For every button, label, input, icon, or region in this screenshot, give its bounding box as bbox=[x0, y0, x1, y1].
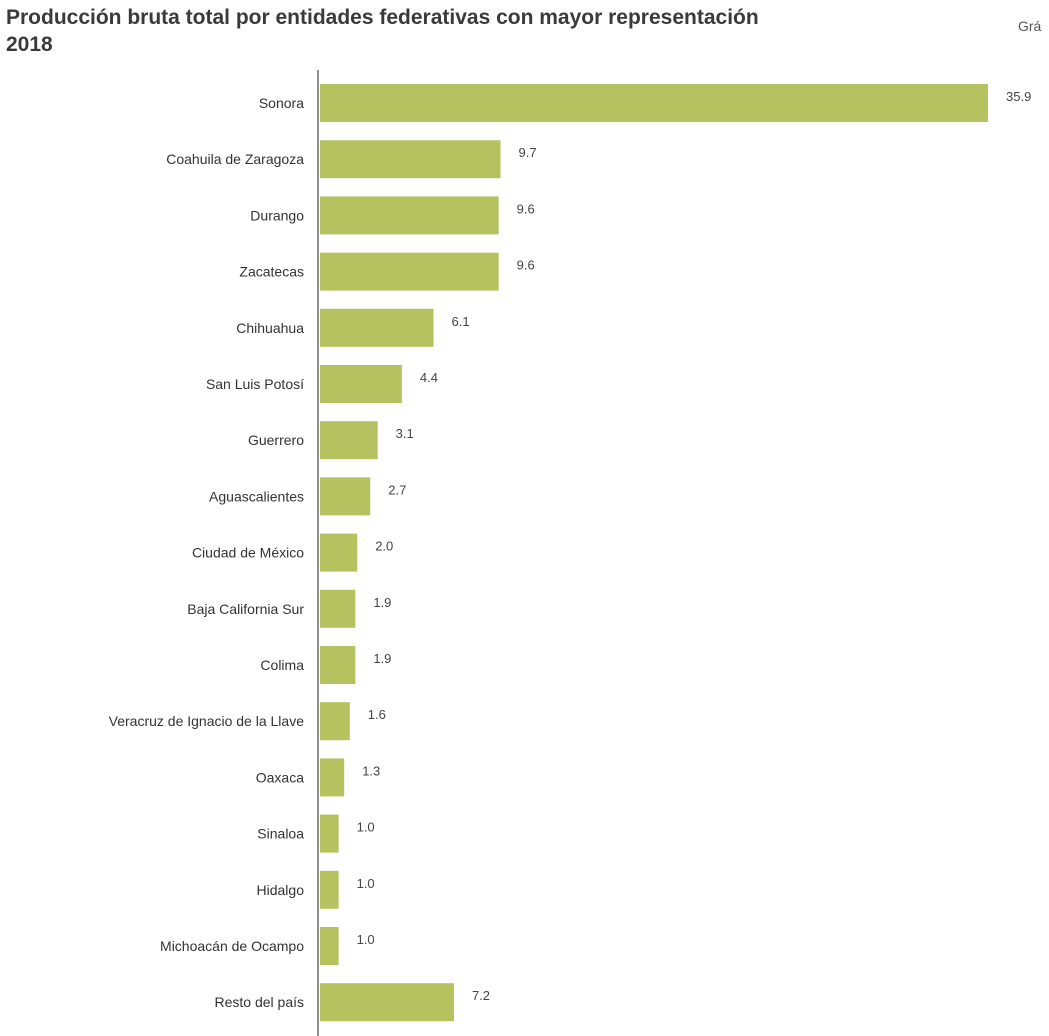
bar bbox=[320, 421, 378, 460]
bar bbox=[320, 646, 356, 684]
value-label: 1.0 bbox=[357, 932, 375, 947]
value-label: 9.7 bbox=[518, 145, 536, 160]
value-label: 9.6 bbox=[517, 258, 535, 273]
bar bbox=[320, 140, 501, 179]
value-label: 2.0 bbox=[375, 539, 393, 554]
category-label: Aguascalientes bbox=[209, 488, 304, 504]
bar bbox=[320, 533, 358, 572]
bar bbox=[320, 477, 371, 516]
value-label: 6.1 bbox=[452, 314, 470, 329]
bar bbox=[320, 870, 339, 909]
bar bbox=[320, 814, 339, 853]
chart-title-line-2: 2018 bbox=[6, 33, 53, 56]
category-label: Guerrero bbox=[248, 432, 304, 448]
category-label: Michoacán de Ocampo bbox=[160, 938, 304, 954]
bar bbox=[320, 365, 402, 403]
value-label: 35.9 bbox=[1006, 89, 1031, 104]
category-label: Hidalgo bbox=[257, 882, 305, 898]
bar bbox=[320, 196, 499, 235]
bar bbox=[320, 983, 454, 1022]
bar bbox=[320, 702, 350, 741]
category-labels-group: Sonora Coahuila de Zaragoza Durango Zacatec… bbox=[109, 95, 305, 1010]
bar bbox=[320, 308, 434, 347]
corner-label: Grá bbox=[1018, 18, 1042, 34]
chart-title-line-1: Producción bruta total por entidades fed… bbox=[6, 6, 759, 29]
value-label: 3.1 bbox=[396, 426, 414, 441]
category-label: Zacatecas bbox=[239, 264, 304, 280]
category-label: Durango bbox=[250, 207, 304, 223]
value-label: 9.6 bbox=[517, 201, 535, 216]
bar bbox=[320, 927, 339, 965]
category-label: Chihuahua bbox=[236, 320, 304, 336]
category-label: Oaxaca bbox=[256, 769, 304, 785]
value-label: 2.7 bbox=[388, 482, 406, 497]
value-label: 1.9 bbox=[373, 651, 391, 666]
value-label: 1.6 bbox=[368, 707, 386, 722]
value-label: 1.0 bbox=[357, 876, 375, 891]
category-label: Resto del país bbox=[215, 994, 305, 1010]
value-label: 1.0 bbox=[357, 820, 375, 835]
bar bbox=[320, 589, 356, 628]
chart-title: Producción bruta total por entidades fed… bbox=[6, 4, 759, 58]
category-label: Sonora bbox=[259, 95, 304, 111]
value-label: 7.2 bbox=[472, 988, 490, 1003]
bar bbox=[320, 252, 499, 291]
bar bbox=[320, 84, 988, 122]
value-label: 1.9 bbox=[373, 595, 391, 610]
category-label: Veracruz de Ignacio de la Llave bbox=[109, 713, 305, 729]
category-label: San Luis Potosí bbox=[206, 376, 304, 392]
bar bbox=[320, 758, 345, 797]
category-label: Ciudad de México bbox=[192, 545, 304, 561]
category-label: Sinaloa bbox=[257, 826, 304, 842]
category-label: Baja California Sur bbox=[187, 601, 304, 617]
category-label: Colima bbox=[260, 657, 304, 673]
bars-group bbox=[320, 84, 988, 1022]
category-label: Coahuila de Zaragoza bbox=[166, 151, 304, 167]
value-labels-group: 35.9 9.7 9.6 9.6 6.1 4.4 3.1 2.7 2.0 1.9 1.9 1.6 1.3… bbox=[357, 89, 1032, 1003]
value-label: 1.3 bbox=[362, 763, 380, 778]
value-label: 4.4 bbox=[420, 370, 438, 385]
